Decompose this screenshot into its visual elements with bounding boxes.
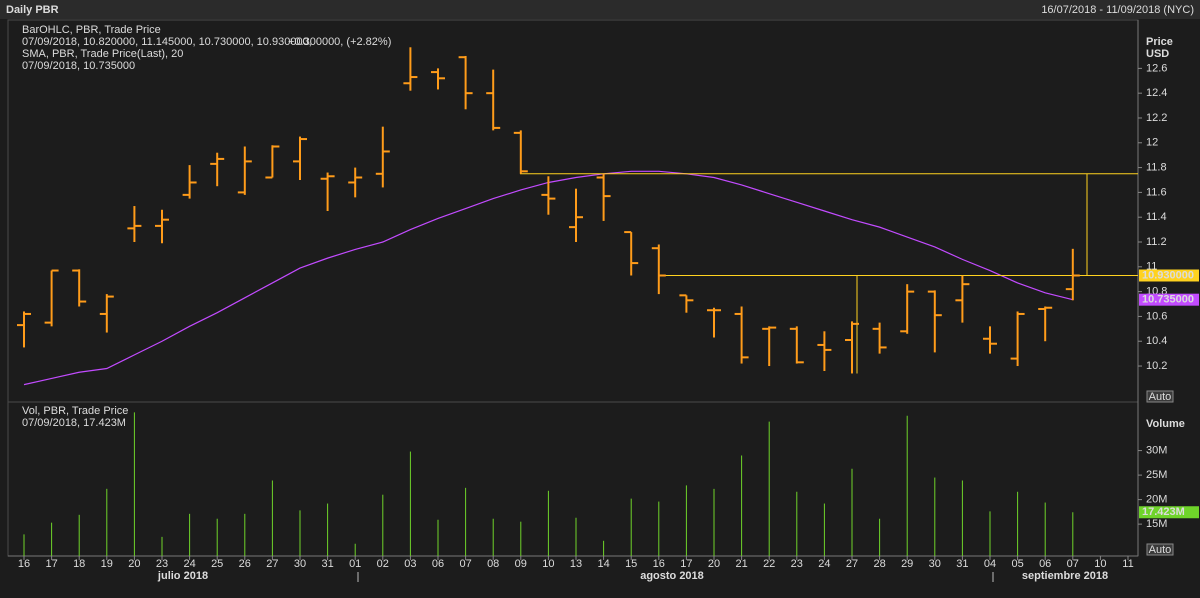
- x-tick-label: 02: [377, 558, 389, 570]
- x-tick-label: 17: [45, 558, 57, 570]
- title-bar: [0, 0, 1200, 19]
- auto-label[interactable]: Auto: [1149, 544, 1172, 556]
- y-axis-unit: USD: [1146, 48, 1169, 60]
- last-value-tag: [1139, 269, 1199, 282]
- x-tick-label: 18: [73, 558, 85, 570]
- legend-values: 07/09/2018, 10.820000, 11.145000, 10.730…: [22, 36, 312, 48]
- x-tick-label: 31: [321, 558, 333, 570]
- x-tick-label: 20: [708, 558, 720, 570]
- x-tick-label: 16: [18, 558, 30, 570]
- x-tick-label: 26: [239, 558, 251, 570]
- y-tick-label: 11.6: [1146, 186, 1167, 198]
- auto-button[interactable]: [1146, 543, 1174, 556]
- x-tick-label: 11: [1122, 558, 1133, 570]
- legend-change: +0.300000, (+2.82%): [288, 36, 391, 48]
- y-tick-label: 30M: [1146, 444, 1167, 456]
- legend-values: 07/09/2018, 17.423M: [22, 417, 126, 429]
- y-tick-label: 11.2: [1146, 236, 1167, 248]
- month-label: julio 2018: [157, 570, 208, 582]
- month-label: septiembre 2018: [1022, 570, 1108, 582]
- x-tick-label: 07: [1067, 558, 1079, 570]
- x-tick-label: 07: [459, 558, 471, 570]
- y-axis-label: Price: [1146, 36, 1173, 48]
- x-tick-label: 19: [101, 558, 113, 570]
- x-tick-label: 24: [818, 558, 830, 570]
- y-tick-label: 11.8: [1146, 161, 1167, 173]
- legend-entry: BarOHLC, PBR, Trade Price: [22, 24, 161, 36]
- y-tick-label: 10.2: [1146, 360, 1167, 372]
- month-label: agosto 2018: [640, 570, 704, 582]
- x-tick-label: 13: [570, 558, 582, 570]
- date-range: 16/07/2018 - 11/09/2018 (NYC): [1041, 4, 1194, 16]
- x-tick-label: 24: [183, 558, 195, 570]
- x-tick-label: 06: [432, 558, 444, 570]
- auto-button[interactable]: [1146, 390, 1174, 403]
- x-tick-label: 23: [156, 558, 168, 570]
- x-tick-label: 10: [1094, 558, 1106, 570]
- legend-entry: Vol, PBR, Trade Price: [22, 405, 128, 417]
- last-value-label: 10.930000: [1142, 269, 1194, 281]
- y-tick-label: 10.6: [1146, 310, 1167, 322]
- x-tick-label: 27: [846, 558, 858, 570]
- volume-axis-label: Volume: [1146, 418, 1185, 430]
- y-tick-label: 12: [1146, 137, 1158, 149]
- x-tick-label: 08: [487, 558, 499, 570]
- legend-entry: SMA, PBR, Trade Price(Last), 20: [22, 48, 183, 60]
- auto-label[interactable]: Auto: [1149, 391, 1172, 403]
- chart-title: Daily PBR: [6, 4, 59, 16]
- y-tick-label: 15M: [1146, 518, 1167, 530]
- x-tick-label: 23: [791, 558, 803, 570]
- y-tick-label: 11: [1146, 261, 1157, 273]
- x-tick-label: 05: [1011, 558, 1023, 570]
- x-tick-label: 20: [128, 558, 140, 570]
- x-tick-label: 14: [597, 558, 609, 570]
- y-tick-label: 12.2: [1146, 112, 1167, 124]
- y-tick-label: 20M: [1146, 494, 1167, 506]
- y-tick-label: 12.4: [1146, 87, 1167, 99]
- x-tick-label: 22: [763, 558, 775, 570]
- x-tick-label: 21: [735, 558, 747, 570]
- x-tick-label: 01: [349, 558, 361, 570]
- last-value-tag: [1139, 293, 1199, 306]
- last-value-tag: [1139, 506, 1199, 519]
- x-tick-label: 04: [984, 558, 996, 570]
- x-tick-label: 03: [404, 558, 416, 570]
- x-tick-label: 31: [956, 558, 968, 570]
- y-tick-label: 12.6: [1146, 62, 1167, 74]
- x-tick-label: 28: [873, 558, 885, 570]
- x-tick-label: 25: [211, 558, 223, 570]
- legend-values: 07/09/2018, 10.735000: [22, 60, 135, 72]
- x-tick-label: 29: [901, 558, 913, 570]
- x-tick-label: 27: [266, 558, 278, 570]
- last-value-label: 17.423M: [1142, 506, 1185, 518]
- x-tick-label: 09: [515, 558, 527, 570]
- last-value-label: 10.735000: [1142, 294, 1194, 306]
- x-tick-label: 10: [542, 558, 554, 570]
- y-tick-label: 11.4: [1146, 211, 1167, 223]
- x-tick-label: 06: [1039, 558, 1051, 570]
- x-tick-label: 30: [294, 558, 306, 570]
- x-tick-label: 15: [625, 558, 637, 570]
- y-tick-label: 10.4: [1146, 335, 1167, 347]
- x-tick-label: 17: [680, 558, 692, 570]
- x-tick-label: 30: [929, 558, 941, 570]
- x-tick-label: 16: [653, 558, 665, 570]
- y-tick-label: 25M: [1146, 469, 1167, 481]
